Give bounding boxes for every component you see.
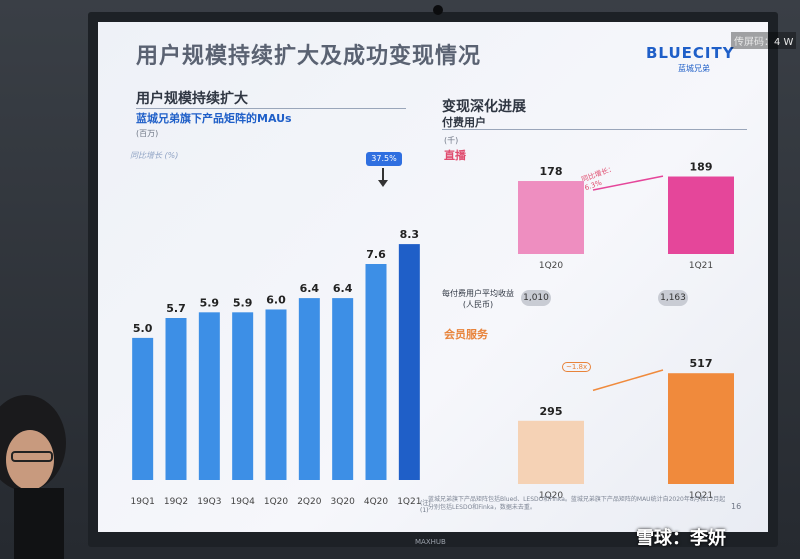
member-bar-chart: 295 1Q20 517 1Q21 <box>518 357 734 501</box>
mau-bar-2Q20 <box>298 298 320 480</box>
camera-icon <box>433 5 443 15</box>
left-section-divider <box>136 108 406 109</box>
display-brand: MAXHUB <box>415 538 446 546</box>
mau-tick-19Q1: 19Q1 <box>131 497 155 507</box>
yoy-label: 同比增长 (%) <box>130 151 179 160</box>
right-section-title: 变现深化进展 <box>442 99 526 115</box>
member-value-1Q20: 295 <box>540 405 563 418</box>
mau-bar-1Q21 <box>398 244 420 480</box>
broadcast-code-overlay: 传屏码：4 W <box>731 32 797 49</box>
presenter-silhouette <box>0 395 66 559</box>
mau-value-19Q2: 5.7 <box>166 302 186 315</box>
mau-tick-19Q3: 19Q3 <box>197 497 221 507</box>
watermark: 雪球：李妍 <box>636 528 726 549</box>
arrow-down-icon <box>378 168 388 187</box>
mau-value-19Q1: 5.0 <box>133 322 153 335</box>
member-label: 会员服务 <box>444 328 488 341</box>
live-value-1Q21: 189 <box>690 161 713 174</box>
paying-unit: (千) <box>444 136 459 145</box>
mau-tick-3Q20: 3Q20 <box>331 497 356 507</box>
arpu-label: 每付费用户平均收益 (人民币) <box>442 289 514 309</box>
mau-value-3Q20: 6.4 <box>333 282 353 295</box>
member-growth-arrow <box>592 369 664 392</box>
mau-bar-4Q20 <box>365 264 387 480</box>
mau-value-19Q4: 5.9 <box>233 296 253 309</box>
mau-bar-chart: 5.0 19Q1 5.7 19Q2 5.9 19Q3 5.9 19Q4 6.0 1Q20 6.4 2Q… <box>131 228 422 507</box>
slide-title: 用户规模持续扩大及成功变现情况 <box>136 44 482 69</box>
member-bar-1Q21 <box>668 373 734 484</box>
mau-tick-4Q20: 4Q20 <box>364 497 389 507</box>
mau-tick-19Q2: 19Q2 <box>164 497 188 507</box>
arpu-1q20: 1,010 <box>521 290 551 306</box>
mau-bar-3Q20 <box>332 298 354 480</box>
mau-value-2Q20: 6.4 <box>300 282 320 295</box>
mau-value-4Q20: 7.6 <box>366 248 386 261</box>
bluecity-logo: BLUECITY <box>646 44 735 62</box>
member-tick-1Q20: 1Q20 <box>539 491 564 501</box>
live-bar-1Q20 <box>518 181 584 254</box>
member-value-1Q21: 517 <box>690 357 713 370</box>
presentation-slide: 用户规模持续扩大及成功变现情况 BLUECITY 蓝城兄弟 用户规模持续扩大 蓝… <box>98 22 768 532</box>
mau-bar-19Q3 <box>198 312 220 480</box>
bluecity-logo-subtitle: 蓝城兄弟 <box>678 64 710 73</box>
live-growth-arrow <box>592 175 664 191</box>
mau-value-1Q20: 6.0 <box>266 293 286 306</box>
page-number: 16 <box>731 502 742 511</box>
mau-value-19Q3: 5.9 <box>200 296 220 309</box>
member-bar-1Q20 <box>518 420 584 484</box>
arpu-1q21: 1,163 <box>658 290 688 306</box>
mau-unit: (百万) <box>136 129 159 138</box>
member-growth-badge: ~1.8x <box>562 362 592 372</box>
live-value-1Q20: 178 <box>540 165 563 178</box>
left-section-title: 用户规模持续扩大 <box>136 91 248 107</box>
mau-bar-1Q20 <box>265 309 287 480</box>
mau-bar-19Q4 <box>232 312 254 480</box>
live-label: 直播 <box>444 149 466 162</box>
live-tick-1Q21: 1Q21 <box>689 261 713 271</box>
mau-tick-2Q20: 2Q20 <box>297 497 322 507</box>
live-bar-chart: 178 1Q20 189 1Q21 <box>518 161 734 271</box>
note-label: (注) (1) <box>420 500 431 514</box>
mau-bar-19Q2 <box>165 318 187 480</box>
mau-tick-1Q20: 1Q20 <box>264 497 289 507</box>
growth-callout: 37.5% <box>366 152 402 166</box>
footnote: 蓝城兄弟旗下产品矩阵包括Blued、LESDO和Finka。蓝城兄弟旗下产品矩阵… <box>428 496 726 511</box>
right-section-divider <box>442 129 747 130</box>
mau-bar-19Q1 <box>132 337 154 480</box>
mau-tick-19Q4: 19Q4 <box>231 497 256 507</box>
live-tick-1Q20: 1Q20 <box>539 261 564 271</box>
paying-users-subtitle: 付费用户 <box>442 116 486 129</box>
live-bar-1Q21 <box>668 176 734 254</box>
mau-tick-1Q21: 1Q21 <box>397 497 421 507</box>
mau-subtitle: 蓝城兄弟旗下产品矩阵的MAUs <box>136 112 292 125</box>
mau-value-1Q21: 8.3 <box>400 228 420 241</box>
member-tick-1Q21: 1Q21 <box>689 491 713 501</box>
